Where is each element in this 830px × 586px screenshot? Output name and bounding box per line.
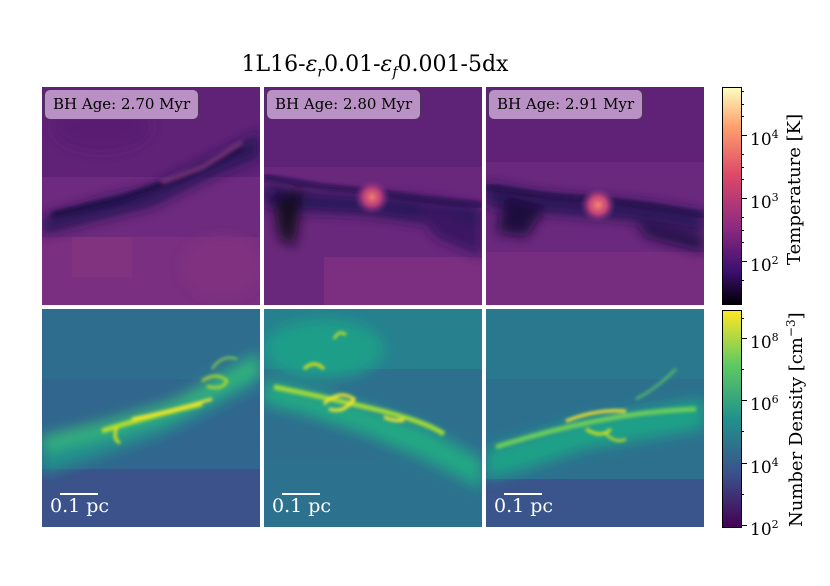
scale-bar-label-3: 0.1 pc — [494, 495, 554, 517]
figure-title: 1L16-εr0.01-εf0.001-5dx — [241, 52, 509, 81]
scale-bar-2 — [282, 493, 320, 495]
scale-bar-1 — [60, 493, 98, 495]
density-colorbar-minor-tick — [741, 494, 744, 495]
density-map-panel-1: 0.1 pc — [42, 309, 260, 527]
temperature-colorbar-minor-tick — [741, 242, 744, 243]
density-map-panel-2: 0.1 pc — [264, 309, 482, 527]
density-tick-label: 108 — [750, 331, 779, 353]
density-colorbar-label: Number Density [cm−3] — [784, 312, 807, 527]
density-tick-label: 104 — [750, 456, 779, 478]
density-map-image-3 — [486, 309, 704, 527]
density-colorbar-minor-tick — [741, 431, 744, 432]
density-map-panel-3: 0.1 pc — [486, 309, 704, 527]
density-tick-label: 102 — [750, 518, 779, 540]
density-colorbar-tick — [741, 338, 747, 339]
temperature-map-image-1 — [42, 87, 260, 305]
temperature-colorbar-tick — [741, 198, 747, 199]
bh-age-badge-1: BH Age: 2.70 Myr — [44, 89, 200, 120]
temperature-map-panel-2: BH Age: 2.80 Myr — [264, 87, 482, 305]
temperature-colorbar-minor-tick — [741, 217, 744, 218]
temperature-colorbar-tick — [741, 261, 747, 262]
density-colorbar-tick — [741, 463, 747, 464]
temperature-tick-label: 103 — [750, 191, 779, 213]
temperature-tick-label: 102 — [750, 254, 779, 276]
temperature-map-panel-3: BH Age: 2.91 Myr — [486, 87, 704, 305]
density-colorbar-tick — [741, 400, 747, 401]
bh-age-badge-2: BH Age: 2.80 Myr — [266, 89, 422, 120]
density-map-image-1 — [42, 309, 260, 527]
temperature-tick-label: 104 — [750, 128, 779, 150]
temperature-map-panel-1: BH Age: 2.70 Myr — [42, 87, 260, 305]
temperature-colorbar-minor-tick — [741, 91, 744, 92]
temperature-colorbar — [722, 87, 742, 305]
scale-bar-3 — [504, 493, 542, 495]
density-tick-label: 106 — [750, 393, 779, 415]
density-colorbar-minor-tick — [741, 369, 744, 370]
temperature-colorbar-tick — [741, 135, 747, 136]
density-colorbar-minor-tick — [741, 318, 744, 319]
density-colorbar-tick — [741, 525, 747, 526]
temperature-colorbar-minor-tick — [741, 154, 744, 155]
temperature-colorbar-minor-tick — [741, 116, 744, 117]
temperature-colorbar-minor-tick — [741, 230, 744, 231]
scale-bar-label-2: 0.1 pc — [272, 495, 332, 517]
scale-bar-label-1: 0.1 pc — [50, 495, 110, 517]
temperature-colorbar-minor-tick — [741, 167, 744, 168]
temperature-colorbar-minor-tick — [741, 280, 744, 281]
temperature-colorbar-minor-tick — [741, 179, 744, 180]
temperature-colorbar-label: Temperature [K] — [784, 113, 805, 265]
density-colorbar — [722, 310, 742, 528]
temperature-map-image-3 — [486, 87, 704, 305]
temperature-colorbar-minor-tick — [741, 104, 744, 105]
bh-age-badge-3: BH Age: 2.91 Myr — [488, 89, 644, 120]
